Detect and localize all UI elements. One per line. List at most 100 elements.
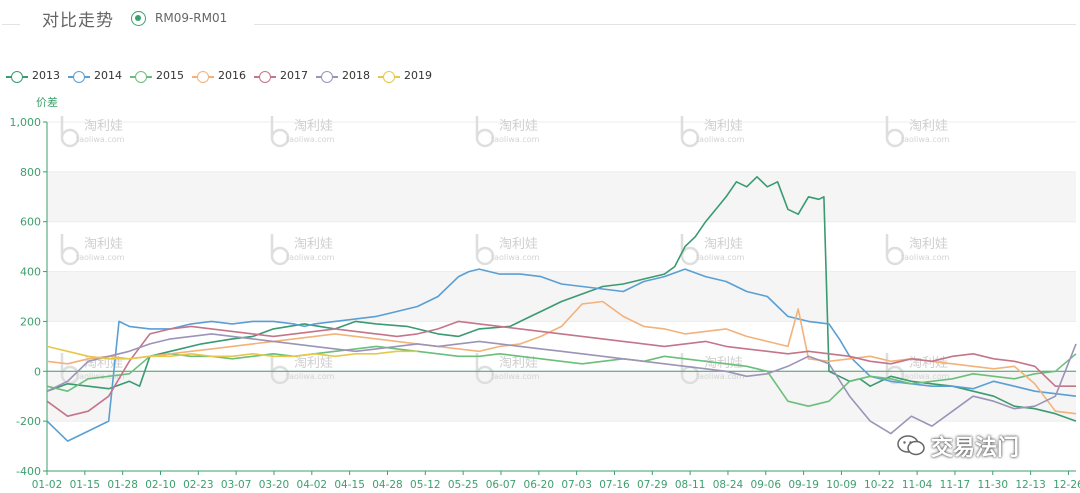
watermark-text: 淘利娃 xyxy=(499,356,538,371)
legend-circle-symbol xyxy=(197,71,209,83)
watermark-text: 淘利娃 xyxy=(704,237,743,252)
x-tick-label: 12-26 xyxy=(1053,479,1080,491)
watermark-subtext: taoliwa.com xyxy=(901,135,950,144)
legend-label: 2019 xyxy=(404,69,432,82)
watermark-logo xyxy=(680,234,700,266)
header-rule-right xyxy=(254,24,1076,25)
watermark-text: 淘利娃 xyxy=(909,237,948,252)
x-tick-label: 01-02 xyxy=(32,479,63,491)
x-tick-label: 12-13 xyxy=(1015,479,1046,491)
legend-circle-symbol xyxy=(73,71,85,83)
watermark-subtext: taoliwa.com xyxy=(696,372,745,381)
legend-label: 2017 xyxy=(280,69,308,82)
radio-selected-dot xyxy=(135,15,141,21)
x-tick-label: 08-11 xyxy=(675,479,706,491)
x-tick-label: 09-06 xyxy=(751,479,782,491)
series-line-2017 xyxy=(46,320,1076,418)
page-title: 对比走势 xyxy=(42,11,114,31)
watermark-text: 淘利娃 xyxy=(294,119,333,134)
legend-label: 2016 xyxy=(218,69,246,82)
watermark-logo xyxy=(60,234,80,266)
watermark-subtext: taoliwa.com xyxy=(696,135,745,144)
y-tick-label: 400 xyxy=(20,266,41,279)
x-tick-label: 04-02 xyxy=(297,479,328,491)
brand-text: 交易法门 xyxy=(931,436,1020,461)
legend-circle-symbol xyxy=(321,71,333,83)
x-tick-label: 11-04 xyxy=(902,479,933,491)
watermark-text: 淘利娃 xyxy=(294,237,333,252)
x-tick-label: 07-29 xyxy=(637,479,668,491)
watermark-subtext: taoliwa.com xyxy=(491,372,540,381)
y-tick-label: 800 xyxy=(20,166,41,179)
watermark-subtext: taoliwa.com xyxy=(491,135,540,144)
grid-band xyxy=(47,171,1076,222)
x-tick-label: 05-12 xyxy=(410,479,441,491)
legend-label: 2015 xyxy=(156,69,184,82)
x-tick-label: 03-20 xyxy=(259,479,290,491)
x-tick-label: 02-23 xyxy=(183,479,214,491)
legend-label: 2014 xyxy=(94,69,122,82)
x-tick-label: 11-30 xyxy=(978,479,1009,491)
y-tick-label: -400 xyxy=(16,465,41,478)
watermark-logo xyxy=(60,353,80,385)
y-tick-label: 600 xyxy=(20,216,41,229)
watermark-text: 淘利娃 xyxy=(84,119,123,134)
watermark-subtext: taoliwa.com xyxy=(491,253,540,262)
series-line-2016 xyxy=(46,300,1077,415)
watermark-subtext: taoliwa.com xyxy=(286,372,335,381)
watermark-subtext: taoliwa.com xyxy=(901,372,950,381)
watermark-text: 淘利娃 xyxy=(704,119,743,134)
watermark-logo xyxy=(270,353,290,385)
watermark-text: 淘利娃 xyxy=(499,119,538,134)
watermark-logo xyxy=(680,353,700,385)
watermark-subtext: taoliwa.com xyxy=(76,135,125,144)
spread-radio-button[interactable] xyxy=(131,11,146,26)
y-tick-label: 200 xyxy=(20,315,41,328)
watermark-subtext: taoliwa.com xyxy=(901,253,950,262)
watermark-logo xyxy=(475,353,495,385)
x-tick-label: 01-15 xyxy=(70,479,101,491)
legend-circle-symbol xyxy=(11,71,23,83)
y-tick-label: 0 xyxy=(34,365,41,378)
x-tick-label: 06-20 xyxy=(524,479,555,491)
page-header: 对比走势 RM09-RM01 xyxy=(0,0,1080,42)
watermark-subtext: taoliwa.com xyxy=(76,253,125,262)
legend-circle-symbol xyxy=(259,71,271,83)
series-line-2019 xyxy=(46,345,418,360)
series-line-2014 xyxy=(46,268,1077,442)
x-tick-label: 03-07 xyxy=(221,479,252,491)
watermark-logo xyxy=(475,116,495,148)
x-tick-label: 01-28 xyxy=(107,479,138,491)
header-rule-left xyxy=(2,24,20,25)
x-tick-label: 07-16 xyxy=(599,479,630,491)
x-tick-label: 08-24 xyxy=(713,479,744,491)
watermark-logo xyxy=(680,116,700,148)
watermark-text: 淘利娃 xyxy=(84,237,123,252)
legend-label: 2013 xyxy=(32,69,60,82)
watermark-logo xyxy=(885,234,905,266)
x-tick-label: 10-22 xyxy=(864,479,895,491)
x-tick-label: 06-07 xyxy=(486,479,517,491)
watermark-logo xyxy=(270,234,290,266)
x-tick-label: 04-28 xyxy=(372,479,403,491)
watermark-logo xyxy=(60,116,80,148)
series-line-2018 xyxy=(46,333,1077,435)
spread-option-label[interactable]: RM09-RM01 xyxy=(155,11,228,25)
x-tick-label: 05-25 xyxy=(448,479,479,491)
y-tick-label: -200 xyxy=(16,415,41,428)
watermark-text: 淘利娃 xyxy=(294,356,333,371)
x-tick-label: 11-17 xyxy=(940,479,971,491)
legend-label: 2018 xyxy=(342,69,370,82)
